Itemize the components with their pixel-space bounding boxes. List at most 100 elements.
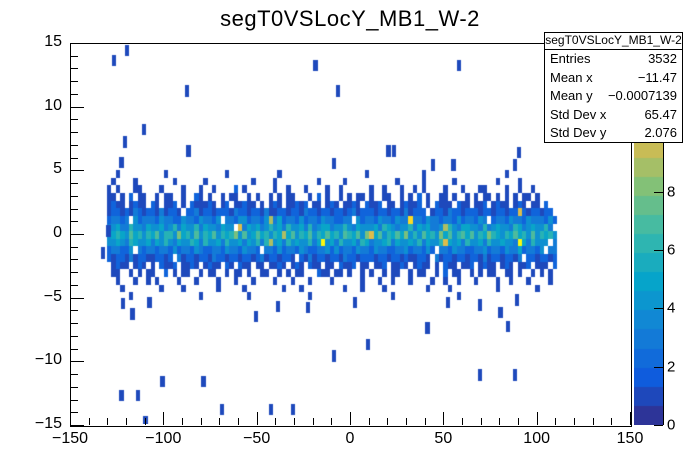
- y-minor-tick: [71, 386, 78, 388]
- x-minor-tick: [592, 418, 594, 425]
- x-axis-label: −150: [51, 430, 89, 447]
- x-minor-tick: [462, 418, 463, 425]
- stat-value: −11.47: [637, 69, 677, 85]
- y-minor-tick: [71, 259, 78, 261]
- stat-label: Std Dev x: [550, 106, 607, 122]
- y-minor-tick: [71, 323, 78, 325]
- stat-value: −0.0007139: [607, 88, 677, 104]
- y-minor-tick: [71, 310, 78, 312]
- y-major-tick: [71, 234, 84, 235]
- y-minor-tick: [71, 208, 78, 210]
- y-minor-tick: [71, 55, 78, 57]
- x-minor-tick: [200, 418, 202, 425]
- y-major-tick: [71, 361, 84, 363]
- stat-value: 2.076: [644, 125, 677, 141]
- y-axis-label: −10: [34, 351, 62, 369]
- stat-row: Std Dev y 2.076: [545, 124, 682, 143]
- y-minor-tick: [71, 132, 78, 134]
- stat-row: Mean x −11.47: [545, 69, 682, 88]
- y-minor-tick: [71, 119, 78, 121]
- stat-row: Entries 3532: [545, 50, 682, 69]
- x-axis-label: 100: [523, 430, 551, 447]
- x-minor-tick: [88, 418, 90, 425]
- y-major-tick: [71, 106, 84, 108]
- x-axis-label: 0: [345, 430, 355, 447]
- x-minor-tick: [518, 418, 519, 425]
- x-minor-tick: [238, 418, 239, 425]
- x-major-tick: [630, 412, 631, 425]
- y-minor-tick: [71, 399, 78, 401]
- plot-frame: [70, 43, 632, 427]
- z-major-tick: [654, 250, 663, 251]
- stat-value: 3532: [648, 51, 677, 66]
- y-minor-tick: [71, 93, 78, 95]
- z-major-tick: [654, 425, 663, 426]
- y-minor-tick: [71, 374, 78, 376]
- stats-box: segT0VSLocY_MB1_W-2 Entries 3532 Mean x −11…: [544, 32, 683, 143]
- y-minor-tick: [71, 157, 78, 159]
- y-minor-tick: [71, 144, 78, 146]
- stat-label: Mean x: [550, 69, 593, 85]
- x-minor-tick: [144, 418, 146, 425]
- x-minor-tick: [294, 418, 295, 425]
- y-minor-tick: [71, 284, 78, 286]
- x-minor-tick: [126, 418, 127, 425]
- x-minor-tick: [499, 418, 501, 425]
- x-minor-tick: [480, 418, 482, 425]
- x-minor-tick: [406, 418, 407, 425]
- y-axis-label: 15: [44, 33, 62, 51]
- y-axis-label: 10: [44, 96, 62, 114]
- x-minor-tick: [107, 418, 109, 425]
- x-minor-tick: [275, 418, 277, 425]
- stats-rows: Entries 3532 Mean x −11.47 Mean y −0.0007139 S…: [545, 50, 682, 143]
- stat-value: 65.47: [644, 106, 677, 122]
- y-axis-label: 0: [53, 224, 62, 242]
- y-minor-tick: [71, 272, 78, 274]
- y-major-tick: [71, 170, 84, 172]
- x-axis-label: −100: [145, 430, 182, 447]
- y-major-tick: [71, 425, 84, 426]
- x-minor-tick: [387, 418, 389, 425]
- x-minor-tick: [424, 418, 426, 425]
- x-axis-label: −50: [243, 430, 271, 447]
- z-axis-label: 6: [667, 241, 676, 259]
- y-axis-label: −15: [34, 415, 62, 433]
- y-minor-tick: [71, 246, 78, 248]
- z-major-tick: [654, 308, 663, 309]
- z-axis-label: 2: [667, 358, 676, 376]
- x-axis-label: 50: [434, 430, 453, 447]
- x-major-tick: [256, 412, 258, 425]
- stat-label: Mean y: [550, 88, 593, 104]
- x-minor-tick: [611, 418, 613, 425]
- x-minor-tick: [331, 418, 333, 425]
- z-axis-label: 0: [667, 416, 676, 434]
- stat-label: Entries: [550, 51, 591, 66]
- x-major-tick: [443, 412, 445, 425]
- x-minor-tick: [555, 418, 557, 425]
- histogram-canvas: [71, 44, 630, 424]
- y-minor-tick: [71, 412, 78, 414]
- stat-label: Std Dev y: [550, 125, 607, 141]
- y-minor-tick: [71, 335, 78, 337]
- x-minor-tick: [368, 418, 370, 425]
- x-minor-tick: [574, 418, 575, 425]
- z-major-tick: [654, 367, 663, 368]
- x-minor-tick: [182, 418, 183, 425]
- stats-header: segT0VSLocY_MB1_W-2: [545, 33, 682, 50]
- y-minor-tick: [71, 348, 78, 350]
- y-major-tick: [71, 297, 84, 299]
- y-minor-tick: [71, 183, 78, 185]
- x-major-tick: [163, 412, 165, 425]
- y-minor-tick: [71, 68, 78, 70]
- plot-title: segT0VSLocY_MB1_W-2: [220, 6, 480, 31]
- y-minor-tick: [71, 81, 78, 83]
- x-major-tick: [350, 412, 351, 425]
- x-minor-tick: [312, 418, 314, 425]
- y-axis-label: −5: [43, 287, 62, 305]
- x-minor-tick: [219, 418, 221, 425]
- y-minor-tick: [71, 221, 78, 223]
- x-major-tick: [70, 412, 71, 425]
- z-axis-label: 4: [667, 299, 676, 317]
- y-minor-tick: [71, 195, 78, 197]
